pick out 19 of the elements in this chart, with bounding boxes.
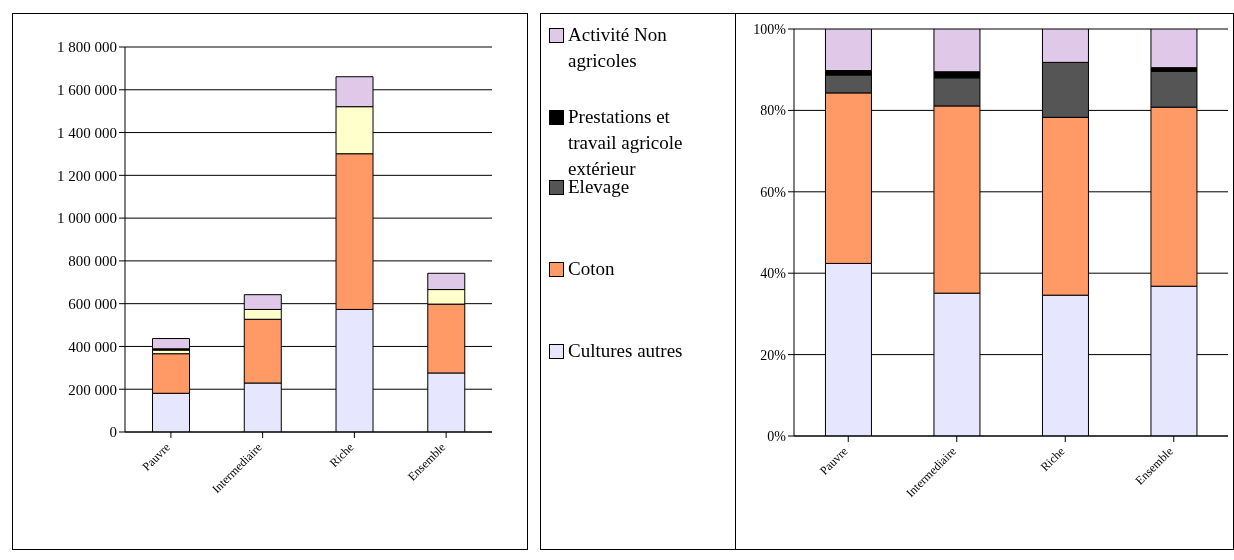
y-tick-label: 400 000	[68, 338, 117, 355]
y-tick-label: 1 200 000	[57, 167, 117, 184]
legend-label: Cultures autres	[568, 339, 684, 363]
y-tick-label: 40%	[760, 266, 787, 282]
y-tick-label: 1 000 000	[57, 210, 117, 227]
y-tick-label: 200 000	[68, 381, 117, 398]
y-tick-label: 1 800 000	[57, 39, 117, 56]
y-tick-label: 0%	[767, 428, 787, 444]
y-tick-label: 1 600 000	[57, 82, 117, 99]
y-tick-label: 600 000	[68, 295, 117, 312]
y-tick-label: 0	[109, 424, 117, 441]
legend-label: Coton	[568, 257, 616, 281]
y-tick-label: 60%	[760, 184, 787, 200]
y-tick-label: 80%	[760, 103, 787, 119]
y-tick-label: 20%	[760, 347, 787, 363]
legend-label: Activité Non agricoles	[568, 23, 668, 73]
y-tick-label: 100%	[753, 21, 787, 37]
y-tick-label: 800 000	[68, 253, 117, 270]
y-tick-label: 1 400 000	[57, 124, 117, 141]
